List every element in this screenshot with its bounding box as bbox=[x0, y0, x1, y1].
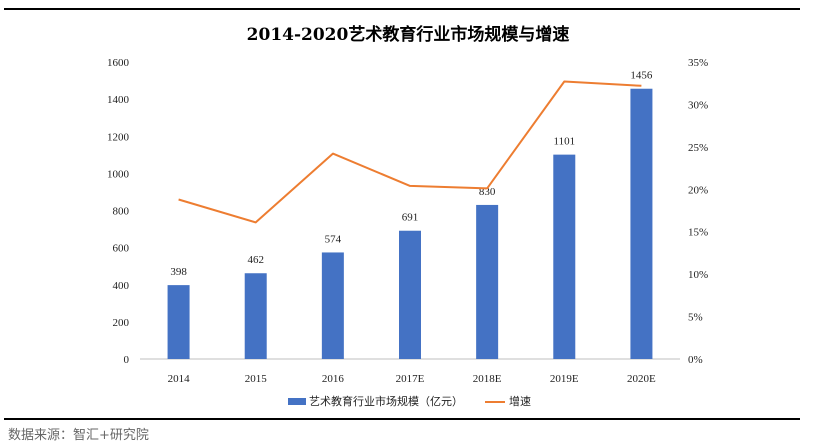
right-tick-label: 30% bbox=[688, 99, 708, 111]
bar-data-label: 691 bbox=[402, 212, 419, 224]
bar bbox=[244, 273, 267, 359]
right-axis: 0% 5% 10% 15% 20% 25% 30% 35% bbox=[688, 57, 708, 366]
bar bbox=[167, 285, 190, 359]
x-tick-label: 2015 bbox=[245, 373, 268, 385]
right-tick-label: 10% bbox=[688, 269, 708, 281]
bar-series bbox=[167, 88, 653, 359]
legend-bar-swatch bbox=[288, 398, 306, 405]
x-tick-label: 2020E bbox=[627, 373, 656, 385]
left-tick-label: 1000 bbox=[107, 168, 130, 180]
left-axis: 0 200 400 600 800 1000 1200 1400 1600 bbox=[107, 57, 130, 366]
left-tick-label: 600 bbox=[113, 243, 130, 255]
bar-data-label: 1101 bbox=[553, 136, 575, 148]
chart-title: 2014-2020艺术教育行业市场规模与增速 bbox=[247, 24, 570, 45]
bar bbox=[476, 204, 499, 359]
bar bbox=[553, 154, 576, 359]
x-tick-label: 2017E bbox=[396, 373, 425, 385]
bar-data-label: 398 bbox=[170, 266, 187, 278]
left-tick-label: 1200 bbox=[107, 131, 130, 143]
left-tick-label: 800 bbox=[113, 206, 130, 218]
right-tick-label: 0% bbox=[688, 354, 703, 366]
right-tick-label: 15% bbox=[688, 227, 708, 239]
legend-line-label: 增速 bbox=[509, 394, 531, 408]
left-tick-label: 200 bbox=[113, 317, 130, 329]
bottom-rule bbox=[4, 418, 800, 420]
source-note: 数据来源：智汇+研究院 bbox=[8, 428, 149, 443]
line-series bbox=[178, 80, 642, 224]
bar bbox=[321, 252, 344, 359]
x-tick-label: 2018E bbox=[473, 373, 502, 385]
legend-bar-label: 艺术教育行业市场规模（亿元） bbox=[309, 394, 463, 408]
left-tick-label: 1400 bbox=[107, 94, 130, 106]
bar-data-label: 462 bbox=[247, 254, 264, 266]
bar bbox=[399, 230, 421, 359]
right-tick-label: 20% bbox=[688, 184, 708, 196]
bar-data-label: 1456 bbox=[630, 70, 653, 82]
left-tick-label: 0 bbox=[124, 354, 130, 366]
left-tick-label: 1600 bbox=[107, 57, 130, 69]
right-tick-label: 25% bbox=[688, 142, 708, 154]
x-tick-label: 2016 bbox=[322, 373, 345, 385]
top-rule bbox=[4, 8, 800, 10]
right-tick-label: 5% bbox=[688, 312, 703, 324]
legend: 艺术教育行业市场规模（亿元） 增速 bbox=[288, 394, 531, 408]
bar bbox=[630, 88, 653, 359]
bar-data-label: 574 bbox=[325, 233, 342, 245]
right-tick-label: 35% bbox=[688, 57, 708, 69]
left-tick-label: 400 bbox=[113, 280, 130, 292]
x-axis: 2014 2015 2016 2017E 2018E 2019E 2020E bbox=[168, 373, 656, 385]
x-tick-label: 2014 bbox=[168, 373, 191, 385]
x-tick-label: 2019E bbox=[550, 373, 579, 385]
